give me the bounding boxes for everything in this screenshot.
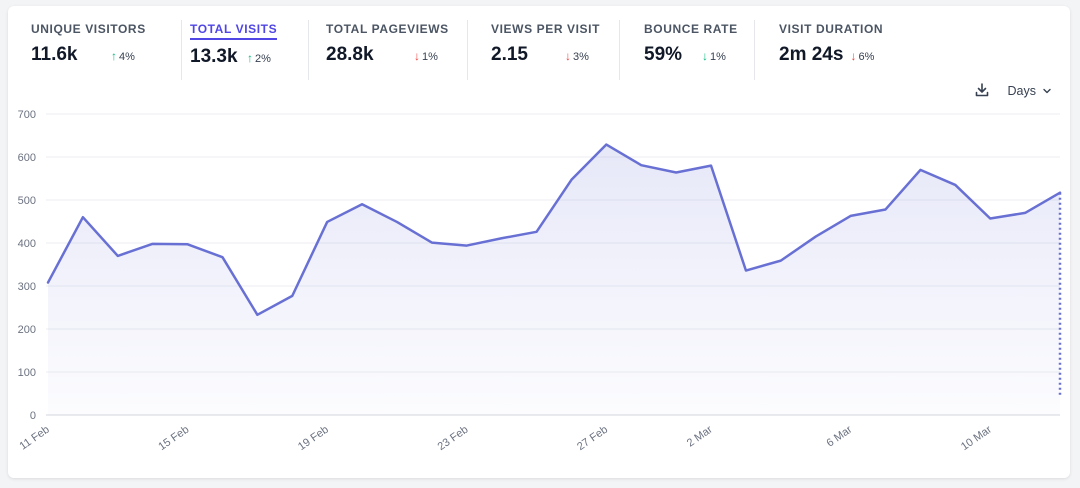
data-point xyxy=(150,241,156,247)
metric-change: ↓ 3% xyxy=(565,49,589,63)
metric-value: 59% xyxy=(644,44,683,65)
metric-label: VIEWS PER VISIT xyxy=(491,22,601,36)
line-chart: 0 100 200 300 400 500 600 700 11 Feb 15 Feb 19 Fe… xyxy=(17,109,1063,453)
metric-visit-duration[interactable]: VISIT DURATION 2m 24s ↓ 6% xyxy=(779,20,919,80)
metric-label: TOTAL VISITS xyxy=(190,22,278,40)
data-point xyxy=(185,241,191,247)
y-tick-label: 0 xyxy=(30,410,36,422)
metric-value: 11.6k xyxy=(31,44,78,65)
metric-value: 13.3k xyxy=(190,46,238,67)
x-tick-label: 19 Feb xyxy=(296,424,331,453)
x-tick-label: 27 Feb xyxy=(575,424,610,453)
arrow-down-icon: ↓ xyxy=(414,49,420,63)
y-tick-label: 600 xyxy=(18,152,36,164)
x-tick-label: 10 Mar xyxy=(959,423,994,453)
chart-area xyxy=(48,144,1060,415)
arrow-down-icon: ↓ xyxy=(702,49,708,63)
y-tick-label: 700 xyxy=(18,109,36,121)
x-tick-label: 6 Mar xyxy=(824,423,854,449)
metric-value: 2.15 xyxy=(491,44,528,65)
metric-change-value: 2% xyxy=(255,53,271,65)
data-point xyxy=(568,177,574,183)
y-tick-label: 200 xyxy=(18,324,36,336)
x-tick-label: 23 Feb xyxy=(436,424,471,453)
metric-change: ↓ 1% xyxy=(414,49,438,63)
series-line xyxy=(46,143,1062,317)
data-point xyxy=(1057,190,1063,196)
data-point xyxy=(708,163,714,169)
data-point xyxy=(952,182,958,188)
data-point xyxy=(429,240,435,246)
metric-change-value: 3% xyxy=(573,51,589,63)
chevron-down-icon xyxy=(1042,86,1052,96)
data-point xyxy=(115,253,121,259)
data-point xyxy=(464,243,470,249)
analytics-card: UNIQUE VISITORS 11.6k ↑ 4% TOTAL VISITS … xyxy=(8,6,1070,478)
data-point xyxy=(638,162,644,168)
metric-total-visits[interactable]: TOTAL VISITS 13.3k ↑ 2% xyxy=(190,20,309,80)
data-point xyxy=(359,201,365,207)
download-icon[interactable] xyxy=(974,82,992,100)
x-tick-label: 2 Mar xyxy=(685,423,715,449)
data-point xyxy=(394,219,400,225)
area-fill xyxy=(48,144,1060,415)
metric-change-value: 6% xyxy=(858,51,875,63)
arrow-up-icon: ↑ xyxy=(247,51,253,65)
data-point xyxy=(219,254,225,260)
data-point xyxy=(45,280,51,286)
arrow-up-icon: ↑ xyxy=(111,49,117,63)
data-point xyxy=(743,268,749,274)
data-point xyxy=(987,215,993,221)
data-point xyxy=(603,142,609,148)
y-tick-label: 400 xyxy=(18,238,36,250)
metric-bounce-rate[interactable]: BOUNCE RATE 59% ↓ 1% xyxy=(644,20,755,80)
metric-label: TOTAL PAGEVIEWS xyxy=(326,22,449,36)
metric-views-per-visit[interactable]: VIEWS PER VISIT 2.15 ↓ 3% xyxy=(491,20,620,80)
data-point xyxy=(848,213,854,219)
data-point xyxy=(254,312,260,318)
data-point xyxy=(813,234,819,240)
data-point xyxy=(1022,210,1028,216)
metric-value: 28.8k xyxy=(326,44,374,65)
metric-unique-visitors[interactable]: UNIQUE VISITORS 11.6k ↑ 4% xyxy=(31,20,182,80)
interval-label: Days xyxy=(1007,84,1036,98)
metric-change: ↓ 1% xyxy=(702,49,726,63)
y-tick-label: 100 xyxy=(18,367,36,379)
arrow-down-icon: ↓ xyxy=(565,49,571,63)
x-tick-label: 15 Feb xyxy=(156,424,191,453)
metric-label: BOUNCE RATE xyxy=(644,22,738,36)
series-lines xyxy=(46,143,1062,398)
data-point xyxy=(499,235,505,241)
y-axis: 0 100 200 300 400 500 600 700 xyxy=(18,109,36,422)
x-axis: 11 Feb 15 Feb 19 Feb 23 Feb 27 Feb 2 Mar 6 Mar… xyxy=(17,423,994,453)
arrow-down-icon: ↓ xyxy=(850,49,857,63)
metric-value: 2m 24s xyxy=(779,44,844,65)
data-point xyxy=(534,229,540,235)
metric-total-pageviews[interactable]: TOTAL PAGEVIEWS 28.8k ↓ 1% xyxy=(326,20,468,80)
y-tick-label: 300 xyxy=(18,281,36,293)
metric-label: VISIT DURATION xyxy=(779,22,884,36)
interval-dropdown[interactable]: Days xyxy=(1008,84,1052,98)
metric-change: ↑ 4% xyxy=(111,49,135,63)
metric-change: ↓ 6% xyxy=(850,49,874,63)
chart-controls: Days xyxy=(974,82,1052,100)
y-tick-label: 500 xyxy=(18,195,36,207)
data-point xyxy=(917,167,923,173)
data-point xyxy=(80,214,86,220)
metric-change-value: 1% xyxy=(710,51,726,63)
metric-change: ↑ 2% xyxy=(247,51,271,65)
metric-change-value: 4% xyxy=(119,51,135,63)
data-point xyxy=(778,258,784,264)
data-point xyxy=(673,169,679,175)
metric-change-value: 1% xyxy=(422,51,438,63)
data-point xyxy=(324,219,330,225)
data-point xyxy=(883,206,889,212)
x-tick-label: 11 Feb xyxy=(17,424,51,453)
data-point xyxy=(289,293,295,299)
metric-label: UNIQUE VISITORS xyxy=(31,22,146,36)
metrics-bar: UNIQUE VISITORS 11.6k ↑ 4% TOTAL VISITS … xyxy=(8,20,1070,80)
